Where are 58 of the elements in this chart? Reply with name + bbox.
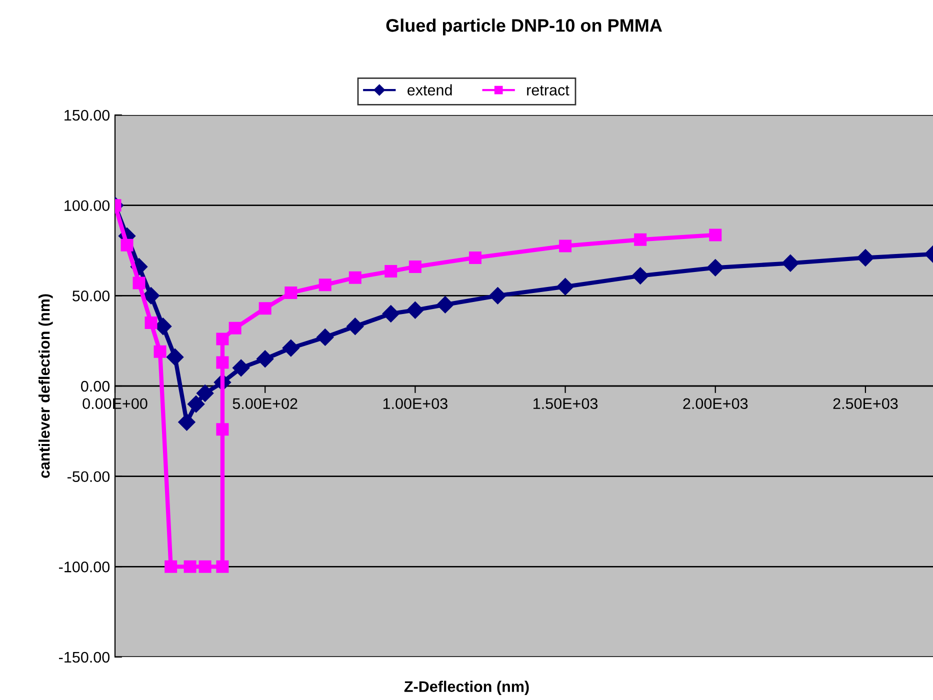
point — [178, 414, 196, 431]
point — [144, 316, 158, 330]
point — [258, 302, 272, 315]
x-tick-label: 2.50E+03 — [833, 398, 898, 410]
point — [406, 302, 424, 319]
point — [856, 249, 874, 266]
point — [188, 396, 205, 413]
point — [348, 271, 362, 284]
legend-label: extend — [408, 84, 452, 96]
point — [120, 238, 134, 252]
point — [282, 340, 300, 357]
point — [559, 240, 572, 252]
point — [632, 267, 649, 284]
point — [468, 251, 482, 264]
point — [556, 278, 574, 296]
point — [384, 265, 398, 278]
point — [408, 260, 422, 274]
point — [232, 359, 250, 376]
x-tick-label: 1.50E+03 — [534, 398, 598, 410]
point — [709, 228, 722, 242]
point — [318, 278, 332, 292]
y-tick-label: -100.00 — [59, 562, 110, 572]
y-tick-label: -150.00 — [59, 652, 110, 663]
point — [184, 560, 196, 573]
x-tick-label: 2.00E+03 — [683, 398, 748, 410]
chart-title: Glued particle DNP-10 on PMMA — [386, 18, 662, 36]
y-tick-label: 100.00 — [64, 200, 110, 212]
point — [142, 287, 160, 304]
point — [228, 322, 242, 334]
point — [198, 560, 212, 573]
point — [634, 233, 647, 246]
point — [489, 287, 506, 304]
point — [284, 286, 298, 300]
y-tick-label: 50.00 — [72, 290, 110, 302]
point — [216, 560, 229, 573]
point — [216, 423, 229, 436]
point — [256, 350, 274, 368]
point — [436, 296, 454, 314]
point — [164, 560, 178, 573]
y-tick-label: 0.00 — [81, 380, 110, 392]
point — [216, 332, 229, 346]
point — [132, 276, 146, 290]
point — [382, 305, 400, 322]
point — [166, 348, 184, 366]
y-tick-label: -50.00 — [68, 471, 110, 482]
point — [316, 328, 334, 346]
point — [346, 318, 364, 335]
x-tick-label: 5.00E+02 — [232, 398, 298, 410]
y-tick-label: 150.00 — [64, 110, 110, 121]
legend-label: retract — [527, 85, 570, 96]
point — [196, 384, 214, 402]
point — [782, 254, 799, 272]
x-tick-label: 1.00E+03 — [383, 398, 448, 410]
x-axis-title: Z-Deflection (nm) — [404, 680, 529, 695]
point — [706, 259, 724, 276]
y-axis-title: cantilever deflection (nm) — [38, 294, 53, 478]
point — [154, 345, 166, 358]
point — [216, 356, 229, 369]
